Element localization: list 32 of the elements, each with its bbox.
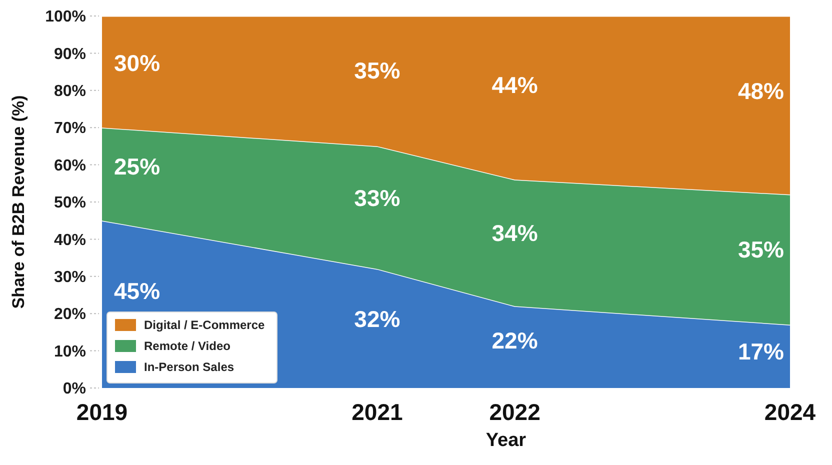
x-tick-label: 2021 (352, 399, 403, 425)
y-tick-label: 0% (62, 380, 86, 398)
data-label: 35% (738, 236, 784, 262)
y-tick-label: 60% (54, 157, 86, 174)
data-label: 33% (354, 184, 400, 211)
y-tick-label: 40% (54, 232, 86, 249)
data-label: 32% (354, 306, 400, 332)
y-tick-label: 80% (54, 83, 86, 100)
y-tick-label: 70% (54, 120, 86, 138)
y-tick-label: 100% (45, 8, 86, 26)
y-tick-label: 20% (54, 306, 86, 324)
y-tick-label: 50% (54, 194, 86, 212)
data-label: 22% (492, 328, 538, 354)
y-tick-label: 10% (54, 343, 86, 360)
y-tick-label: 90% (54, 46, 86, 63)
legend-label: Digital / E-Commerce (144, 318, 266, 332)
data-label: 45% (114, 278, 160, 304)
data-label: 34% (492, 220, 538, 246)
x-tick-label: 2024 (764, 399, 816, 425)
legend-label: In-Person Sales (144, 360, 234, 374)
data-label: 35% (354, 58, 400, 84)
x-axis-title: Year (486, 430, 527, 451)
x-tick-label: 2022 (489, 399, 540, 425)
data-label: 25% (114, 154, 160, 180)
data-label: 17% (738, 338, 784, 364)
y-tick-label: 30% (54, 269, 86, 286)
legend-label: Remote / Video (144, 339, 230, 354)
y-axis-title: Share of B2B Revenue (%) (9, 95, 28, 309)
data-label: 30% (114, 50, 160, 76)
data-label: 48% (738, 78, 784, 104)
data-label: 44% (492, 72, 538, 98)
x-tick-label: 2019 (76, 399, 128, 425)
